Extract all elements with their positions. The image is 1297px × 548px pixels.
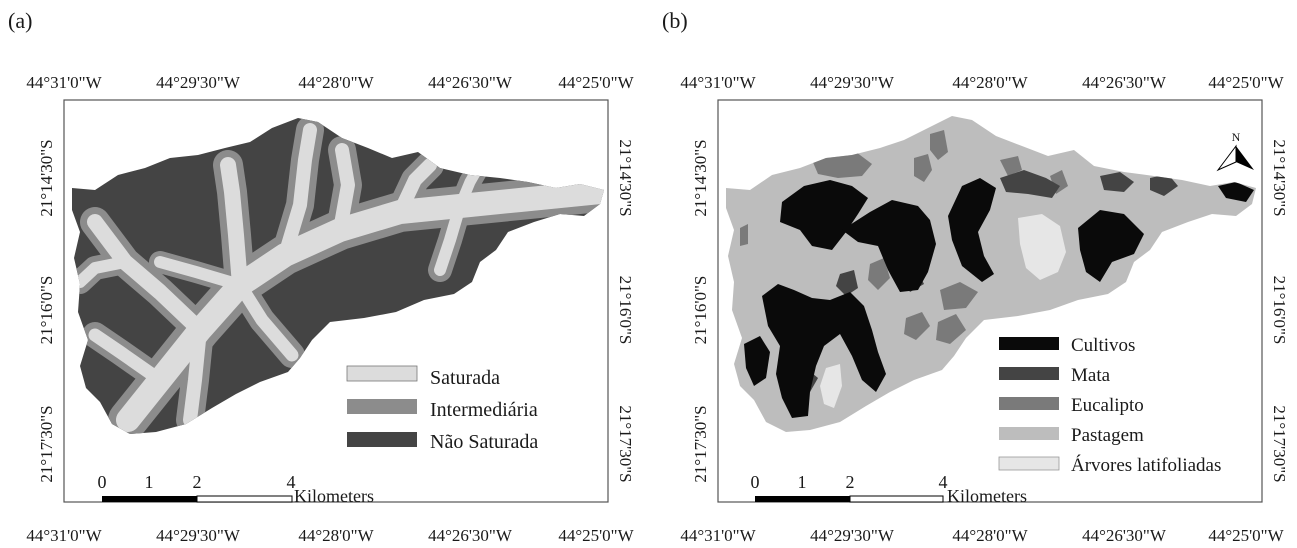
left-tick-label: 21°17'30"S (37, 405, 56, 482)
top-tick-label: 44°25'0"W (1208, 73, 1284, 92)
panel-a: 44°31'0"W 44°29'30"W 44°28'0"W 44°26'30"… (26, 73, 635, 545)
panel-b: 44°31'0"W 44°29'30"W 44°28'0"W 44°26'30"… (680, 73, 1289, 545)
scalebar-segment (849, 495, 944, 503)
north-arrow-icon: N (1216, 130, 1254, 172)
left-tick-label: 21°16'0"S (37, 276, 56, 345)
scalebar-tick: 2 (193, 472, 202, 492)
legend-swatch (346, 365, 418, 382)
top-tick-label: 44°31'0"W (680, 73, 756, 92)
scalebar-tick: 1 (145, 472, 154, 492)
right-tick-label: 21°16'0"S (1270, 276, 1289, 345)
legend-label: Saturada (430, 367, 500, 389)
north-arrow-label: N (1232, 130, 1241, 144)
legend-swatch (999, 397, 1059, 410)
legend-label: Mata (1071, 365, 1111, 386)
right-tick-label: 21°17'30"S (1270, 405, 1289, 482)
zone-saturada (74, 123, 604, 432)
top-tick-label: 44°31'0"W (26, 73, 102, 92)
legend-label: Não Saturada (430, 431, 538, 453)
legend-label: Pastagem (1071, 425, 1144, 446)
scalebar-tick: 4 (939, 472, 948, 492)
left-tick-label: 21°16'0"S (691, 276, 710, 345)
right-tick-label: 21°16'0"S (616, 276, 635, 345)
bottom-tick-label: 44°25'0"W (558, 526, 634, 545)
legend-swatch (347, 399, 417, 414)
top-tick-label: 44°26'30"W (428, 73, 513, 92)
scalebar-unit: Kilometers (947, 486, 1027, 506)
right-tick-label: 21°14'30"S (1270, 139, 1289, 216)
bottom-tick-label: 44°31'0"W (26, 526, 102, 545)
scalebar-tick: 1 (798, 472, 807, 492)
top-tick-label: 44°29'30"W (156, 73, 241, 92)
scalebar-segment (196, 495, 293, 503)
scalebar-unit: Kilometers (294, 486, 374, 506)
scalebar-tick: 0 (751, 472, 760, 492)
legend-label: Cultivos (1071, 335, 1135, 356)
legend-label: Intermediária (430, 399, 538, 421)
legend-swatch (999, 337, 1059, 350)
legend-swatch (999, 367, 1059, 380)
left-tick-label: 21°17'30"S (691, 405, 710, 482)
top-tick-label: 44°28'0"W (298, 73, 374, 92)
panel-b-label: (b) (662, 8, 688, 33)
panel-a-label: (a) (8, 8, 33, 33)
bottom-tick-label: 44°26'30"W (1082, 526, 1167, 545)
class-cultivos (744, 178, 1254, 418)
top-tick-label: 44°25'0"W (558, 73, 634, 92)
scalebar-tick: 4 (287, 472, 296, 492)
bottom-tick-label: 44°29'30"W (156, 526, 241, 545)
scalebar-segment (102, 496, 197, 502)
bottom-tick-label: 44°28'0"W (952, 526, 1028, 545)
right-tick-label: 21°17'30"S (616, 405, 635, 482)
legend-swatch (998, 456, 1060, 471)
left-tick-label: 21°14'30"S (37, 139, 56, 216)
class-arvores-latifoliadas (820, 214, 1066, 408)
top-tick-label: 44°28'0"W (952, 73, 1028, 92)
legend-swatch (999, 427, 1059, 440)
scalebar-tick: 2 (846, 472, 855, 492)
scalebar-a: 0 1 2 4 Kilometers (98, 472, 374, 506)
scalebar-tick: 0 (98, 472, 107, 492)
right-tick-label: 21°14'30"S (616, 139, 635, 216)
legend-swatch (347, 432, 417, 447)
scalebar-segment (755, 496, 850, 502)
bottom-tick-label: 44°25'0"W (1208, 526, 1284, 545)
bottom-tick-label: 44°26'30"W (428, 526, 513, 545)
scalebar-b: 0 1 2 4 Kilometers (751, 472, 1027, 506)
bottom-tick-label: 44°29'30"W (810, 526, 895, 545)
bottom-tick-label: 44°28'0"W (298, 526, 374, 545)
left-tick-label: 21°14'30"S (691, 139, 710, 216)
top-tick-label: 44°29'30"W (810, 73, 895, 92)
legend-b: Cultivos Mata Eucalipto Pastagem Árvores… (998, 335, 1221, 476)
legend-label: Árvores latifoliadas (1071, 454, 1221, 476)
bottom-tick-label: 44°31'0"W (680, 526, 756, 545)
legend-a: Saturada Intermediária Não Saturada (346, 365, 538, 453)
legend-label: Eucalipto (1071, 395, 1144, 416)
top-tick-label: 44°26'30"W (1082, 73, 1167, 92)
